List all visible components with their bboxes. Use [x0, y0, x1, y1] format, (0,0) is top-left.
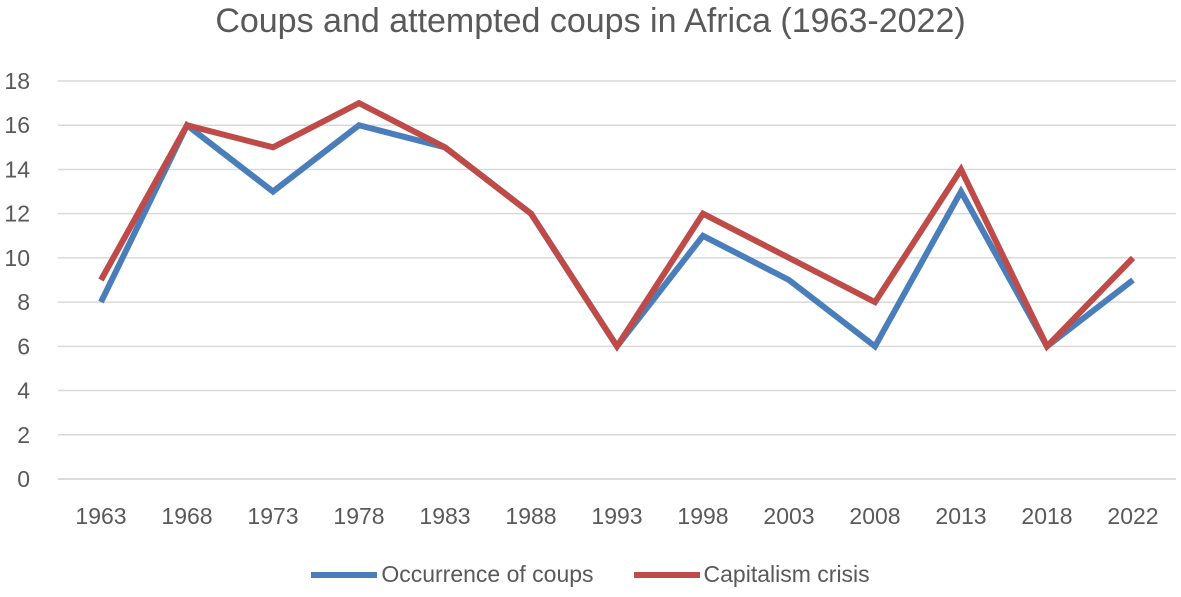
x-tick-label: 1973	[247, 503, 298, 529]
x-tick-label: 1968	[161, 503, 212, 529]
y-tick-label: 16	[4, 112, 30, 138]
y-tick-label: 4	[17, 378, 30, 404]
legend-item-capitalism-crisis: Capitalism crisis	[633, 561, 870, 588]
x-tick-label: 2003	[763, 503, 814, 529]
legend-swatch-occurrence-of-coups	[311, 571, 378, 578]
legend: Occurrence of coups Capitalism crisis	[0, 561, 1181, 588]
chart-title: Coups and attempted coups in Africa (196…	[215, 2, 966, 40]
legend-label-capitalism-crisis: Capitalism crisis	[703, 561, 870, 587]
x-tick-label: 1978	[333, 503, 384, 529]
series-line-occurrence-of-coups	[98, 120, 1135, 352]
x-axis-tick-labels: 1963 1968 1973 1978 1983 1988 1993 1998 2003 2008…	[75, 503, 1158, 529]
y-tick-label: 10	[4, 245, 30, 271]
y-axis-tick-labels: 0 2 4 6 8 10 12 14 16 18	[4, 68, 30, 492]
y-tick-label: 6	[17, 333, 30, 359]
series-lines	[98, 99, 1136, 352]
x-tick-label: 1998	[677, 503, 728, 529]
legend-label-occurrence-of-coups: Occurrence of coups	[381, 561, 594, 587]
y-tick-label: 12	[4, 201, 30, 227]
x-tick-label: 1988	[505, 503, 556, 529]
y-tick-label: 14	[4, 156, 30, 182]
x-tick-label: 2013	[935, 503, 986, 529]
y-tick-label: 8	[17, 289, 30, 315]
legend-swatch-capitalism-crisis	[633, 571, 700, 578]
legend-item-occurrence-of-coups: Occurrence of coups	[311, 561, 594, 588]
x-tick-label: 2022	[1107, 503, 1158, 529]
y-tick-label: 0	[17, 466, 30, 492]
x-tick-label: 2008	[849, 503, 900, 529]
x-tick-label: 1963	[75, 503, 126, 529]
y-tick-label: 2	[17, 422, 30, 448]
x-tick-label: 1983	[419, 503, 470, 529]
series-line-capitalism-crisis	[98, 99, 1136, 352]
y-tick-label: 18	[4, 68, 30, 94]
x-tick-label: 2018	[1021, 503, 1072, 529]
x-tick-label: 1993	[591, 503, 642, 529]
